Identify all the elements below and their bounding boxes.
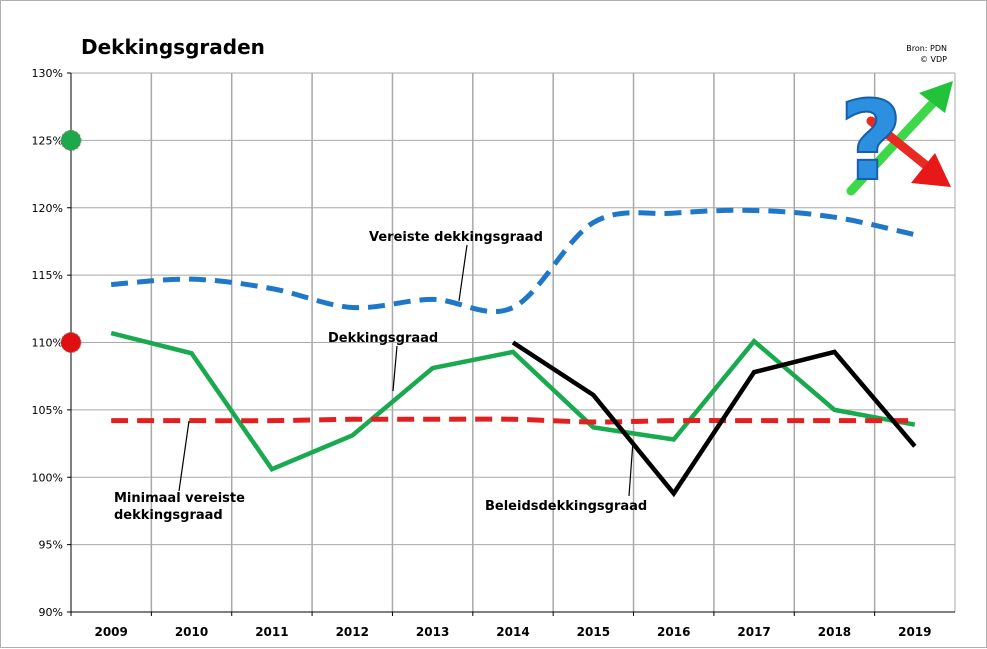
y-tick-label: 125% (32, 134, 63, 147)
y-tick-label: 110% (32, 337, 63, 350)
svg-text:?: ? (839, 77, 903, 205)
annotation-leaders (178, 244, 634, 497)
x-tick-label: 2014 (496, 625, 529, 639)
annotation-leader-line (178, 420, 190, 492)
y-tick-label: 120% (32, 202, 63, 215)
x-tick-label: 2012 (336, 625, 369, 639)
source-line-1: Bron: PDN (906, 44, 947, 53)
x-tick-label: 2018 (818, 625, 851, 639)
y-tick-label: 105% (32, 404, 63, 417)
y-tick-label: 130% (32, 67, 63, 80)
series-line-vereiste-dekkingsgraad (111, 207, 916, 315)
annotation-leader-line (392, 345, 398, 392)
y-tick-label: 115% (32, 269, 63, 282)
y-axis-marker (60, 332, 82, 353)
series-line-minimaal-vereiste-dekkingsgraad (111, 416, 915, 425)
x-tick-label: 2015 (577, 625, 610, 639)
annotation-minimaal-vereiste-dekkingsgraad: Minimaal vereiste dekkingsgraad (114, 491, 245, 523)
chart-title: Dekkingsgraden (81, 35, 265, 59)
question-arrows-icon: ? (838, 76, 953, 206)
y-tick-label: 90% (39, 606, 63, 619)
annotation-vereiste-dekkingsgraad: Vereiste dekkingsgraad (369, 230, 543, 245)
x-tick-label: 2013 (416, 625, 449, 639)
y-axis-marker (60, 129, 82, 151)
y-tick-label: 100% (32, 471, 63, 484)
source-line-2: © VDP (920, 55, 947, 64)
x-tick-label: 2017 (737, 625, 770, 639)
series-line-beleidsdekkingsgraad (511, 340, 917, 498)
annotation-leader-line (458, 244, 468, 302)
series-layer (110, 207, 917, 498)
grid (71, 72, 956, 613)
annotation-dekkingsgraad: Dekkingsgraad (328, 331, 438, 346)
x-tick-label: 2019 (898, 625, 931, 639)
labels-layer: Vereiste dekkingsgraad Dekkingsgraad Minim… (60, 129, 647, 523)
annotation-leader-line (628, 440, 634, 497)
x-tick-label: 2009 (94, 625, 127, 639)
x-tick-label: 2016 (657, 625, 690, 639)
axes: 90% 95% 100% 105% 110% 115% 120% 125% 130% 2009 20… (32, 67, 955, 639)
x-tick-label: 2011 (255, 625, 288, 639)
annotation-beleidsdekkingsgraad: Beleidsdekkingsgraad (485, 499, 647, 514)
y-tick-label: 95% (39, 539, 63, 552)
x-tick-label: 2010 (175, 625, 208, 639)
